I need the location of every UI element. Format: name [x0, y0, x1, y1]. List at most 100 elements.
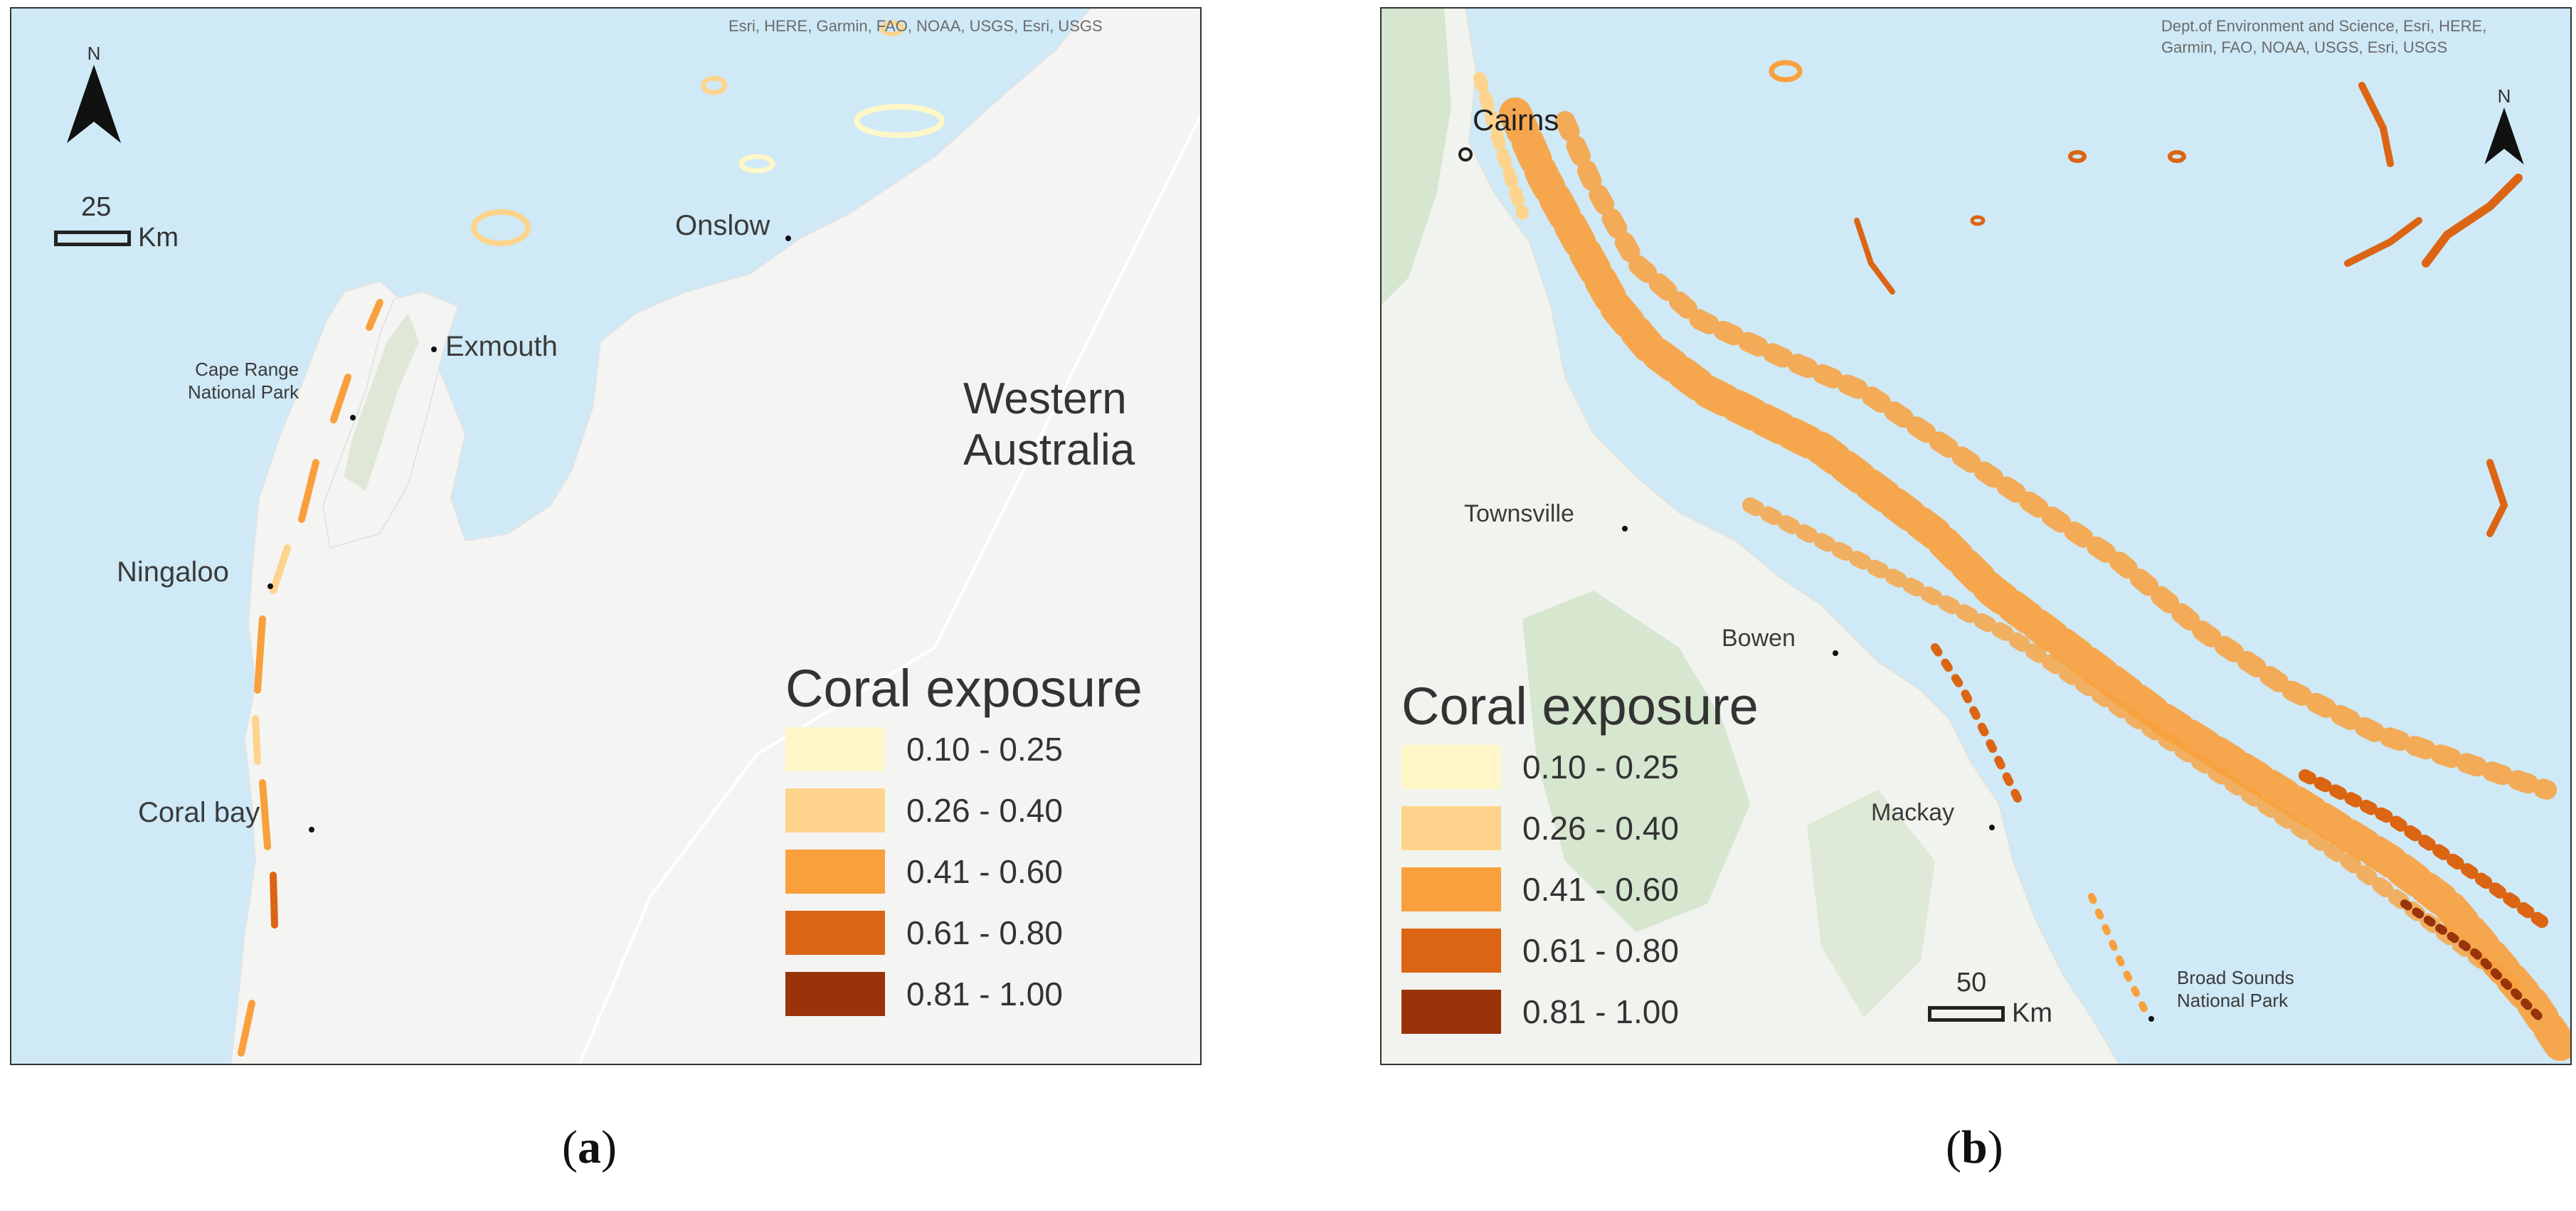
scale-bar-graphic [1928, 1005, 2005, 1022]
region-label: Western Australia [963, 374, 1135, 476]
legend-title: Coral exposure [785, 659, 1143, 718]
forest-area [1807, 790, 1935, 1017]
place-onslow-marker [785, 236, 791, 241]
legend-title: Coral exposure [1401, 677, 1759, 736]
place-mackay-label: Mackay [1871, 799, 1955, 826]
region-label-line2: Australia [963, 425, 1135, 475]
place-bowen-marker [1833, 650, 1838, 656]
place-townsville-label: Townsville [1464, 500, 1574, 527]
map-panel-b: Dept.of Environment and Science, Esri, H… [1380, 7, 2572, 1065]
place-exmouth-label: Exmouth [445, 331, 558, 362]
legend-swatch [785, 727, 885, 771]
place-bowen: Bowen [1722, 625, 1838, 656]
caption-a: (a) [562, 1121, 617, 1173]
place-townsville: Townsville [1464, 500, 1628, 532]
legend-item: 0.10 - 0.25 [1401, 736, 1759, 798]
north-arrow: N [2484, 85, 2524, 168]
legend-label: 0.41 - 0.60 [1522, 871, 1679, 908]
north-label: N [87, 43, 101, 64]
place-broad-sounds: Broad Sounds National Park [2148, 966, 2294, 1022]
scale-value: 25 [81, 192, 112, 222]
forest-area [1380, 7, 1451, 306]
place-ningaloo: Ningaloo [117, 556, 273, 589]
place-cairns: Cairns [1451, 103, 1559, 162]
legend-label: 0.26 - 0.40 [906, 792, 1063, 829]
legend-label: 0.41 - 0.60 [906, 853, 1063, 890]
legend-item: 0.10 - 0.25 [785, 719, 1143, 780]
legend-item: 0.81 - 1.00 [1401, 981, 1759, 1042]
place-cairns-marker [1458, 147, 1473, 162]
legend-item: 0.61 - 0.80 [1401, 920, 1759, 981]
scale-bar: 50 Km [1928, 968, 2052, 1029]
place-mackay-marker [1989, 825, 1995, 830]
legend-swatch [785, 911, 885, 955]
place-ningaloo-label: Ningaloo [117, 556, 229, 588]
place-onslow: Onslow [675, 210, 791, 242]
legend-label: 0.81 - 1.00 [1522, 993, 1679, 1030]
scale-unit: Km [2012, 998, 2052, 1028]
scale-unit: Km [138, 223, 179, 253]
road-line [578, 113, 1202, 1065]
scale-bar: 25 Km [54, 192, 179, 253]
place-coral-bay: Coral bay [138, 797, 314, 832]
legend-item: 0.41 - 0.60 [1401, 859, 1759, 920]
caption-b: (b) [1946, 1121, 2003, 1173]
legend-swatch [785, 972, 885, 1016]
legend-swatch [1401, 990, 1501, 1034]
place-broad-sounds-label-2: National Park [2177, 990, 2289, 1011]
reef-segments-a [238, 21, 945, 1057]
north-label: N [2497, 85, 2511, 107]
legend-label: 0.81 - 1.00 [906, 975, 1063, 1012]
legend-swatch [1401, 745, 1501, 789]
place-mackay: Mackay [1871, 799, 1995, 830]
map-a-canvas [10, 7, 1202, 1065]
place-ningaloo-marker [267, 583, 273, 589]
legend-label: 0.10 - 0.25 [1522, 749, 1679, 786]
region-label-line1: Western [963, 374, 1127, 423]
legend: Coral exposure 0.10 - 0.25 0.26 - 0.40 0… [1401, 676, 1759, 1042]
map-panel-a: Esri, HERE, Garmin, FAO, NOAA, USGS, Esr… [10, 7, 1202, 1065]
place-coral-bay-label: Coral bay [138, 797, 260, 828]
legend-swatch [785, 788, 885, 832]
legend-item: 0.61 - 0.80 [785, 902, 1143, 963]
north-arrow-icon [2484, 107, 2524, 164]
place-onslow-label: Onslow [675, 210, 770, 241]
place-cairns-label: Cairns [1473, 103, 1559, 137]
place-cape-range: Cape Range National Park [188, 358, 356, 421]
place-cape-range-label-2: National Park [188, 381, 300, 403]
attribution-text: Esri, HERE, Garmin, FAO, NOAA, USGS, Esr… [728, 17, 1103, 35]
place-broad-sounds-marker [2148, 1016, 2154, 1022]
map-b-canvas [1380, 7, 2572, 1065]
outer-reefs-b [1769, 60, 2523, 537]
north-arrow: N [67, 43, 121, 147]
place-coral-bay-marker [309, 827, 314, 832]
legend-label: 0.10 - 0.25 [906, 731, 1063, 768]
reef-field-b [1473, 72, 2572, 1062]
legend-label: 0.61 - 0.80 [906, 914, 1063, 951]
scale-bar-graphic [54, 230, 131, 246]
forest-area [1522, 591, 1750, 932]
legend-label: 0.61 - 0.80 [1522, 932, 1679, 969]
legend-swatch [1401, 929, 1501, 973]
legend-swatch [1401, 867, 1501, 911]
legend-item: 0.81 - 1.00 [785, 963, 1143, 1025]
north-arrow-icon [67, 65, 121, 143]
legend-label: 0.26 - 0.40 [1522, 810, 1679, 847]
place-cape-range-marker [350, 415, 356, 421]
place-bowen-label: Bowen [1722, 625, 1796, 652]
legend-swatch [1401, 806, 1501, 850]
place-cape-range-label: Cape Range [195, 359, 300, 380]
place-exmouth-marker [431, 347, 437, 352]
legend-item: 0.26 - 0.40 [785, 780, 1143, 841]
caption-b-letter: b [1961, 1121, 1988, 1173]
legend: Coral exposure 0.10 - 0.25 0.26 - 0.40 0… [785, 658, 1143, 1025]
place-exmouth: Exmouth [431, 331, 558, 363]
cape-range-park [344, 313, 419, 491]
legend-swatch [785, 850, 885, 894]
place-townsville-marker [1622, 526, 1628, 532]
attribution-text: Dept.of Environment and Science, Esri, H… [2161, 17, 2487, 56]
legend-item: 0.41 - 0.60 [785, 841, 1143, 902]
legend-item: 0.26 - 0.40 [1401, 798, 1759, 859]
scale-value: 50 [1956, 968, 1987, 998]
caption-a-letter: a [577, 1121, 601, 1173]
